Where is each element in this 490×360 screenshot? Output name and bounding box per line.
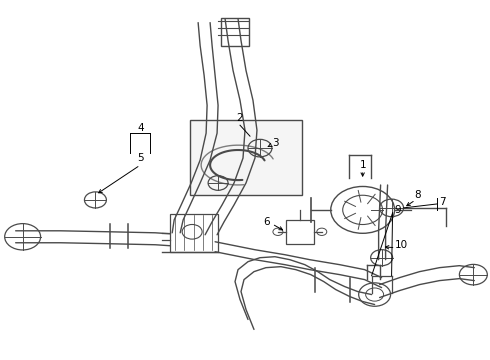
Bar [286, 220, 314, 244]
Text: 3: 3 [272, 138, 278, 148]
Text: 2: 2 [237, 113, 244, 123]
Bar [221, 18, 249, 45]
Text: 9: 9 [394, 205, 401, 215]
Text: 1: 1 [359, 160, 366, 170]
Text: 8: 8 [415, 190, 421, 200]
Text: 4: 4 [137, 123, 144, 133]
Text: 6: 6 [263, 217, 270, 227]
Text: 5: 5 [137, 153, 144, 163]
Text: 10: 10 [394, 240, 408, 250]
Text: 7: 7 [440, 197, 446, 207]
Bar [170, 214, 218, 252]
Bar [190, 120, 302, 195]
